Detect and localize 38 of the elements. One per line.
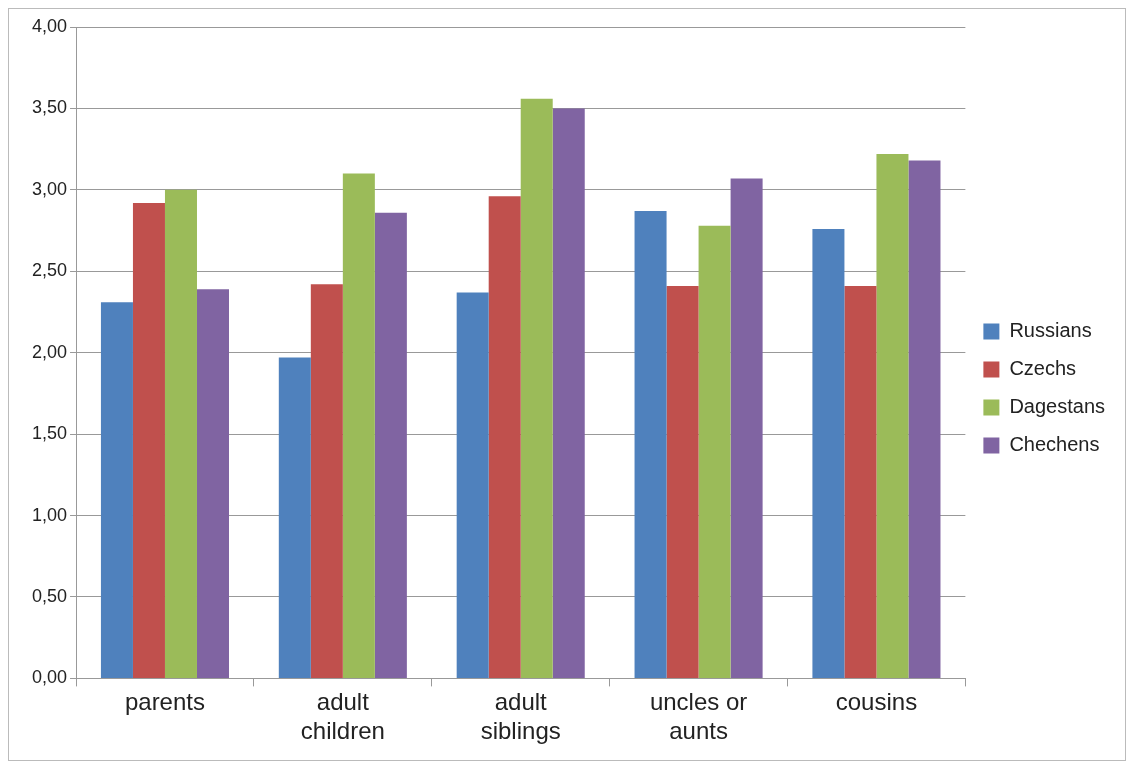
x-tick-label: adult siblings xyxy=(480,688,561,745)
bar xyxy=(552,108,585,678)
bar xyxy=(132,202,165,678)
legend-label: Chechens xyxy=(1009,433,1100,456)
bar xyxy=(730,178,763,678)
bar xyxy=(844,285,877,678)
y-tick-label: 4,00 xyxy=(31,15,68,36)
bar xyxy=(488,196,521,678)
x-tick-label: uncles or aunts xyxy=(649,688,748,745)
bar xyxy=(698,225,731,678)
bar xyxy=(164,189,197,678)
y-tick-label: 1,50 xyxy=(31,423,68,444)
y-tick-label: 2,50 xyxy=(31,260,68,281)
bar xyxy=(520,98,553,678)
legend-label: Dagestans xyxy=(1009,395,1106,418)
bar xyxy=(812,228,845,678)
bar xyxy=(196,289,229,678)
y-tick-label: 3,00 xyxy=(31,178,68,199)
y-tick-label: 0,00 xyxy=(31,667,68,688)
bar xyxy=(374,212,407,678)
x-tick-label: parents xyxy=(124,688,205,716)
bar xyxy=(908,160,941,678)
bar xyxy=(456,292,489,678)
x-tick-label: cousins xyxy=(835,688,918,716)
bar xyxy=(634,211,667,678)
y-tick-label: 1,00 xyxy=(31,504,68,525)
legend-label: Russians xyxy=(1009,319,1092,342)
bar xyxy=(342,173,375,678)
legend-label: Czechs xyxy=(1009,357,1077,380)
y-tick-label: 2,00 xyxy=(31,341,68,362)
y-tick-label: 3,50 xyxy=(31,97,68,118)
y-tick-label: 0,50 xyxy=(31,585,68,606)
bar xyxy=(876,154,909,678)
bar xyxy=(100,302,133,678)
bar xyxy=(310,284,343,678)
bar xyxy=(278,357,311,678)
x-tick-label: adult children xyxy=(300,688,385,745)
bar xyxy=(666,285,699,678)
